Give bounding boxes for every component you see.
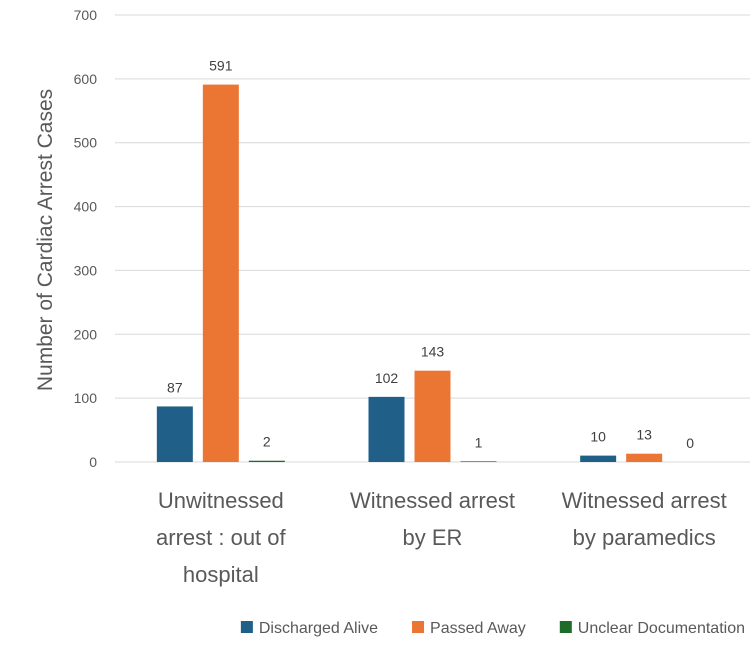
category-label: by ER	[403, 525, 463, 550]
legend-swatch	[559, 621, 572, 633]
legend-label: Discharged Alive	[259, 620, 378, 637]
y-tick-label: 600	[74, 71, 98, 87]
data-label: 1	[475, 434, 483, 450]
data-label: 143	[421, 344, 445, 360]
bar-passed-away	[202, 84, 239, 463]
data-label: 87	[167, 379, 183, 395]
data-label: 0	[686, 435, 694, 451]
data-label: 2	[263, 434, 271, 450]
y-tick-label: 300	[74, 262, 98, 278]
category-label: Witnessed arrest	[562, 488, 727, 513]
bar-discharged-alive	[156, 406, 193, 462]
data-label: 591	[209, 58, 233, 74]
y-tick-label: 700	[74, 7, 98, 23]
legend: Discharged Alive Passed Away Unclear Docum…	[240, 620, 745, 637]
bar-unclear-documentation	[248, 460, 285, 462]
bar-discharged-alive	[580, 455, 617, 462]
category-label: hospital	[183, 562, 259, 587]
y-tick-label: 100	[74, 390, 98, 406]
y-tick-label: 200	[74, 326, 98, 342]
bar-passed-away	[626, 453, 663, 462]
y-axis-title: Number of Cardiac Arrest Cases	[34, 89, 57, 391]
legend-label: Passed Away	[430, 620, 526, 637]
y-tick-label: 400	[74, 199, 98, 215]
category-label: arrest : out of	[156, 525, 287, 550]
data-label: 102	[375, 370, 399, 386]
category-label: by paramedics	[573, 525, 716, 550]
legend-swatch	[412, 621, 425, 633]
category-labels: Unwitnessed arrest : out of hospital Witnes…	[156, 488, 727, 587]
y-tick-labels: 0 100 200 300 400 500 600 700	[74, 7, 98, 470]
data-label: 10	[590, 429, 606, 445]
y-tick-label: 500	[74, 135, 98, 151]
bar-passed-away	[414, 370, 451, 462]
bar-discharged-alive	[368, 396, 405, 462]
category-label: Unwitnessed	[158, 488, 284, 513]
bars	[156, 84, 663, 463]
legend-label: Unclear Documentation	[578, 620, 745, 637]
legend-swatch	[240, 621, 253, 633]
data-label: 13	[636, 427, 652, 443]
category-label: Witnessed arrest	[350, 488, 515, 513]
bar-unclear-documentation	[460, 461, 497, 462]
y-tick-label: 0	[89, 454, 97, 470]
data-labels: 87 591 2 102 143 1 10 13 0	[167, 58, 694, 451]
